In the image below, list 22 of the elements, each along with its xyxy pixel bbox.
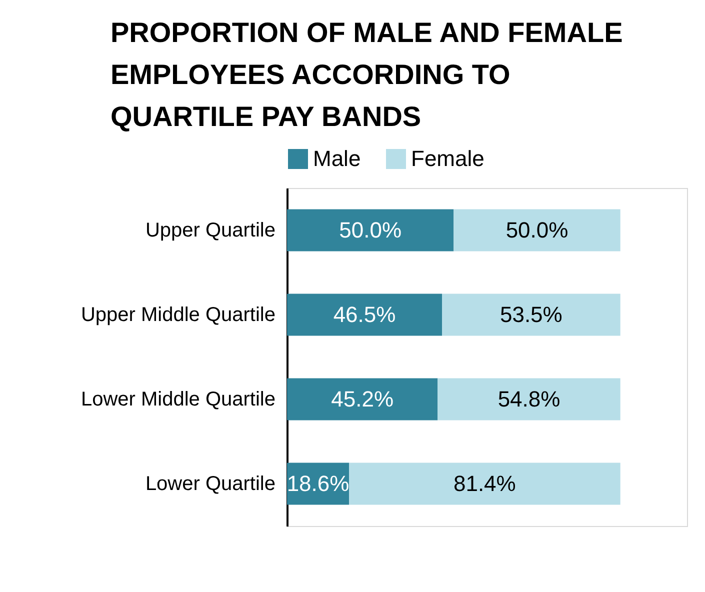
data-label: 81.4% xyxy=(453,470,516,496)
bar xyxy=(438,378,620,420)
bar xyxy=(442,294,620,336)
y-tick-label: Upper Quartile xyxy=(145,219,276,242)
data-label: 53.5% xyxy=(500,302,562,327)
y-tick-label: Lower Quartile xyxy=(145,472,276,495)
data-label: 18.6% xyxy=(286,470,350,496)
data-label: 50.0% xyxy=(339,217,402,242)
bar xyxy=(454,209,620,252)
data-label: 45.2% xyxy=(331,386,394,412)
data-label: 50.0% xyxy=(506,217,568,242)
bar xyxy=(287,294,442,336)
data-label: 46.5% xyxy=(333,302,396,327)
data-label: 54.8% xyxy=(498,386,560,412)
bar xyxy=(287,209,454,252)
bar xyxy=(287,378,438,420)
y-tick-label: Upper Middle Quartile xyxy=(80,304,276,326)
y-tick-label: Lower Middle Quartile xyxy=(80,388,276,410)
bar xyxy=(349,462,620,505)
chart-title: PROPORTION OF MALE AND FEMALE EMPLOYEES ACCORDING TO QUARTILE PAY BANDS xyxy=(110,17,623,132)
legend-label: Male xyxy=(313,146,361,171)
legend-label: Female xyxy=(411,146,484,171)
